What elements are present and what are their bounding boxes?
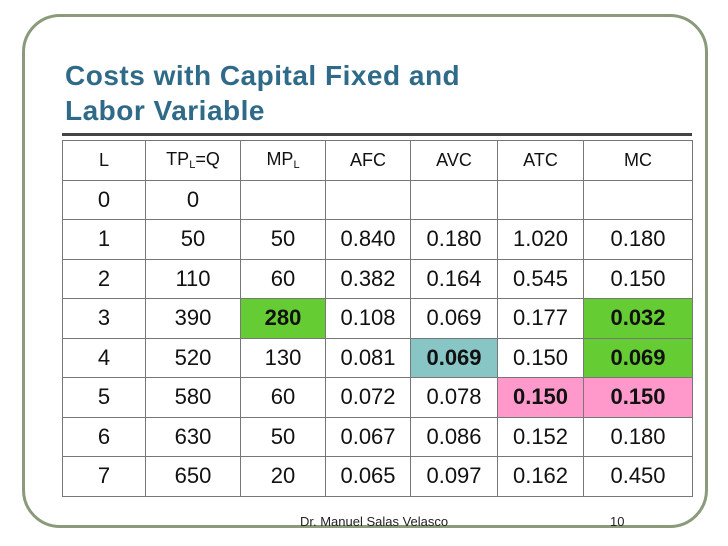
data-row: 2 110 60 0.382 0.164 0.545 0.150 bbox=[62, 258, 693, 299]
header-cell: MC bbox=[583, 140, 693, 181]
data-row: 6 630 50 0.067 0.086 0.152 0.180 bbox=[62, 416, 693, 457]
footer-author: Dr. Manuel Salas Velasco bbox=[300, 514, 449, 529]
data-row: 5 580 60 0.072 0.078 0.150 0.150 bbox=[62, 377, 693, 418]
title-line: Labor Variable bbox=[65, 95, 265, 126]
cell: 0.150 bbox=[583, 377, 693, 418]
cell: 130 bbox=[240, 337, 326, 378]
title-line: Costs with Capital Fixed and bbox=[65, 60, 461, 91]
cell: 0.032 bbox=[583, 298, 693, 339]
title-rule bbox=[62, 133, 692, 136]
cell: 0.162 bbox=[497, 456, 584, 497]
header-text: TP bbox=[166, 149, 190, 170]
cost-table: L TPL=Q MPL AFC AVC ATC MC 0 0 1 50 50 0.840 0.180 1.0… bbox=[62, 140, 693, 497]
cell: 0.150 bbox=[497, 377, 584, 418]
cell: 0.180 bbox=[583, 219, 693, 260]
cell: 650 bbox=[145, 456, 241, 497]
header-row: L TPL=Q MPL AFC AVC ATC MC bbox=[62, 140, 693, 181]
cell: 0.180 bbox=[583, 416, 693, 457]
cell: 0.180 bbox=[410, 219, 498, 260]
header-cell: AVC bbox=[410, 140, 498, 181]
header-text: MP bbox=[266, 149, 294, 170]
cell: 0.086 bbox=[410, 416, 498, 457]
data-row: 7 650 20 0.065 0.097 0.162 0.450 bbox=[62, 456, 693, 497]
cell: 0.069 bbox=[410, 298, 498, 339]
cell: 0.078 bbox=[410, 377, 498, 418]
header-cell: TPL=Q bbox=[145, 140, 241, 181]
cell: 0.150 bbox=[497, 337, 584, 378]
cell: 0.072 bbox=[325, 377, 411, 418]
subscript: L bbox=[189, 159, 196, 172]
header-text: ATC bbox=[523, 149, 558, 170]
cell: 520 bbox=[145, 337, 241, 378]
cell: 0.450 bbox=[583, 456, 693, 497]
cell: 0.097 bbox=[410, 456, 498, 497]
subscript: L bbox=[293, 159, 300, 172]
cell: 0.152 bbox=[497, 416, 584, 457]
cell: 2 bbox=[62, 258, 146, 299]
page-number: 10 bbox=[610, 514, 625, 529]
cell: 630 bbox=[145, 416, 241, 457]
cell: 0.545 bbox=[497, 258, 584, 299]
cell: 280 bbox=[240, 298, 326, 339]
cell: 580 bbox=[145, 377, 241, 418]
empty-cell bbox=[410, 179, 498, 220]
cell: 4 bbox=[62, 337, 146, 378]
cell: 390 bbox=[145, 298, 241, 339]
title: Costs with Capital Fixed and Labor Varia… bbox=[65, 58, 460, 128]
cell: 60 bbox=[240, 258, 326, 299]
cell: 0.081 bbox=[325, 337, 411, 378]
cell: 20 bbox=[240, 456, 326, 497]
header-cell: L bbox=[62, 140, 146, 181]
cell: 6 bbox=[62, 416, 146, 457]
header-text: AVC bbox=[436, 149, 472, 170]
header-text: L bbox=[98, 149, 109, 170]
cell: 0.382 bbox=[325, 258, 411, 299]
empty-cell bbox=[497, 179, 584, 220]
cell: 0.069 bbox=[583, 337, 693, 378]
empty-cell bbox=[325, 179, 411, 220]
data-row: 1 50 50 0.840 0.180 1.020 0.180 bbox=[62, 219, 693, 260]
header-text: MC bbox=[624, 149, 652, 170]
cell: 0.069 bbox=[410, 337, 498, 378]
header-text: =Q bbox=[195, 149, 220, 170]
cell: 3 bbox=[62, 298, 146, 339]
header-cell: MPL bbox=[240, 140, 326, 181]
cell: 50 bbox=[240, 219, 326, 260]
cell: 0 bbox=[145, 179, 241, 220]
header-cell: AFC bbox=[325, 140, 411, 181]
cell: 0.067 bbox=[325, 416, 411, 457]
cell: 0 bbox=[62, 179, 146, 220]
cell: 0.150 bbox=[583, 258, 693, 299]
cell: 50 bbox=[145, 219, 241, 260]
empty-cell bbox=[583, 179, 693, 220]
empty-cell bbox=[240, 179, 326, 220]
cell: 0.177 bbox=[497, 298, 584, 339]
data-row: 4 520 130 0.081 0.069 0.150 0.069 bbox=[62, 337, 693, 378]
cell: 110 bbox=[145, 258, 241, 299]
cell: 1 bbox=[62, 219, 146, 260]
header-text: AFC bbox=[350, 149, 386, 170]
cell: 0.164 bbox=[410, 258, 498, 299]
cell: 0.840 bbox=[325, 219, 411, 260]
cell: 0.108 bbox=[325, 298, 411, 339]
cell: 50 bbox=[240, 416, 326, 457]
header-cell: ATC bbox=[497, 140, 584, 181]
cell: 60 bbox=[240, 377, 326, 418]
slide-frame bbox=[22, 14, 708, 528]
cell: 5 bbox=[62, 377, 146, 418]
cell: 0.065 bbox=[325, 456, 411, 497]
data-row: 3 390 280 0.108 0.069 0.177 0.032 bbox=[62, 298, 693, 339]
cell: 7 bbox=[62, 456, 146, 497]
cell: 1.020 bbox=[497, 219, 584, 260]
